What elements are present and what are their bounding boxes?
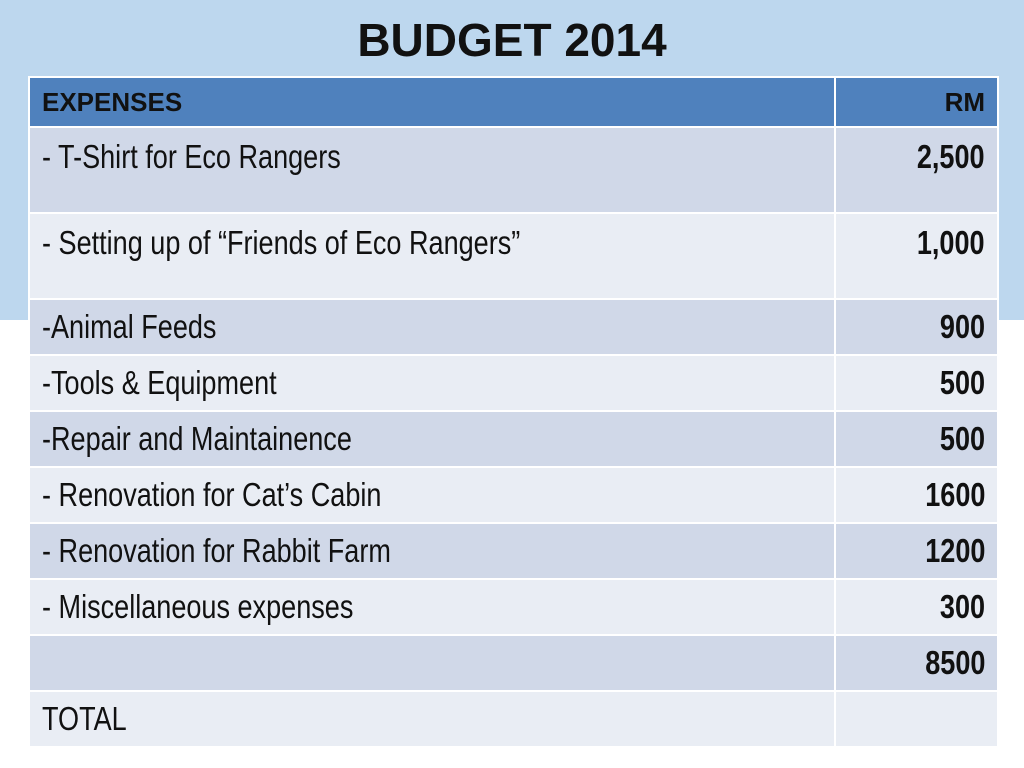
header-expenses: EXPENSES xyxy=(28,76,836,128)
expense-label-text: - Renovation for Cat’s Cabin xyxy=(42,476,382,513)
table-row: -Tools & Equipment 500 xyxy=(28,354,999,412)
expense-label: -Animal Feeds xyxy=(28,298,836,356)
slide-title: BUDGET 2014 xyxy=(357,14,667,66)
expense-amount: 1200 xyxy=(834,522,999,580)
table-row: - Setting up of “Friends of Eco Rangers”… xyxy=(28,212,999,300)
budget-table: EXPENSES RM - T-Shirt for Eco Rangers 2,… xyxy=(28,76,999,748)
expense-label-text: -Tools & Equipment xyxy=(42,364,277,401)
expense-label-text: -Repair and Maintainence xyxy=(42,420,352,457)
table-row: 8500 xyxy=(28,634,999,692)
expense-label-text: - Setting up of “Friends of Eco Rangers” xyxy=(42,224,521,261)
expense-amount: 500 xyxy=(834,410,999,468)
expense-amount-text: 900 xyxy=(939,308,985,345)
total-amount: 8500 xyxy=(834,634,999,692)
expense-label-text: - Miscellaneous expenses xyxy=(42,588,354,625)
expense-amount: 2,500 xyxy=(834,126,999,214)
table-row: - T-Shirt for Eco Rangers 2,500 xyxy=(28,126,999,214)
expense-label: - Renovation for Rabbit Farm xyxy=(28,522,836,580)
expense-amount-text: 2,500 xyxy=(917,138,985,175)
header-amount-rm: RM xyxy=(834,76,999,128)
expense-label-text: - Renovation for Rabbit Farm xyxy=(42,532,391,569)
expense-label: - T-Shirt for Eco Rangers xyxy=(28,126,836,214)
expense-amount: 1,000 xyxy=(834,212,999,300)
total-amount-text: 8500 xyxy=(924,644,985,681)
expense-label-text: -Animal Feeds xyxy=(42,308,217,345)
expense-amount: 900 xyxy=(834,298,999,356)
expense-label: -Tools & Equipment xyxy=(28,354,836,412)
expense-amount-text: 500 xyxy=(939,364,985,401)
table-row: -Animal Feeds 900 xyxy=(28,298,999,356)
expense-amount-text: 300 xyxy=(939,588,985,625)
expense-amount: 1600 xyxy=(834,466,999,524)
expense-label: - Miscellaneous expenses xyxy=(28,578,836,636)
expense-label: - Renovation for Cat’s Cabin xyxy=(28,466,836,524)
table-header-row: EXPENSES RM xyxy=(28,76,999,128)
expense-amount-text: 1600 xyxy=(924,476,985,513)
expense-amount-text: 500 xyxy=(939,420,985,457)
table-row: - Renovation for Cat’s Cabin 1600 xyxy=(28,466,999,524)
table-row: TOTAL xyxy=(28,690,999,748)
table-row: -Repair and Maintainence 500 xyxy=(28,410,999,468)
expense-amount xyxy=(834,690,999,748)
table-row: - Miscellaneous expenses 300 xyxy=(28,578,999,636)
table-row: - Renovation for Rabbit Farm 1200 xyxy=(28,522,999,580)
total-label-text: TOTAL xyxy=(42,700,127,737)
expense-amount-text: 1200 xyxy=(924,532,985,569)
expense-label xyxy=(28,634,836,692)
total-label: TOTAL xyxy=(28,690,836,748)
expense-amount-text: 1,000 xyxy=(917,224,985,261)
expense-label: - Setting up of “Friends of Eco Rangers” xyxy=(28,212,836,300)
expense-label: -Repair and Maintainence xyxy=(28,410,836,468)
expense-amount: 300 xyxy=(834,578,999,636)
expense-label-text: - T-Shirt for Eco Rangers xyxy=(42,138,341,175)
expense-amount: 500 xyxy=(834,354,999,412)
